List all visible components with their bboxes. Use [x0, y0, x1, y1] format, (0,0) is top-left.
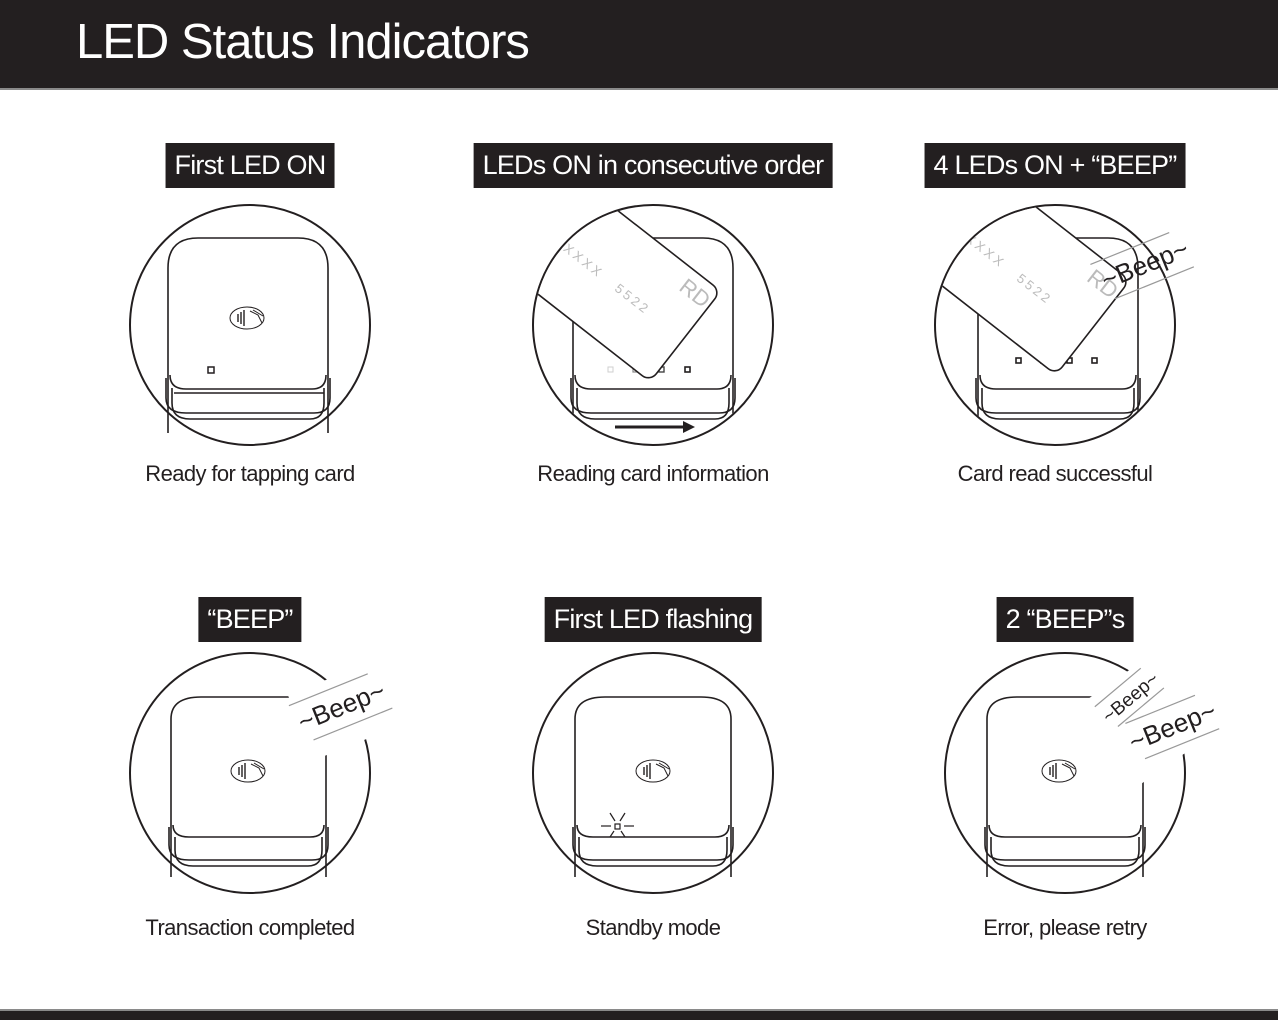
- panel-4-leds-beep: 4 LEDs ON + “BEEP” RD XXXX 5522 ~B: [845, 143, 1265, 523]
- contactless-tap-icon: [1041, 759, 1077, 783]
- card-reader-device: [165, 237, 331, 433]
- status-tag: First LED ON: [165, 143, 335, 188]
- panel-first-led-on: First LED ON Ready for tapping card: [40, 143, 460, 523]
- contactless-tap-icon: [230, 759, 266, 783]
- page-title: LED Status Indicators: [76, 15, 530, 69]
- status-caption: Reading card information: [537, 461, 769, 486]
- status-tag: “BEEP”: [198, 597, 302, 642]
- arrow-right-icon: [615, 421, 695, 433]
- page-header: LED Status Indicators: [0, 0, 1278, 90]
- panel-first-led-flashing: First LED flashing Standby mode: [443, 597, 863, 977]
- led-4-on: [1091, 357, 1098, 364]
- status-caption: Card read successful: [957, 461, 1153, 486]
- card-reader-illustration: ~Beep~: [129, 652, 398, 894]
- page-footer-bar: [0, 1009, 1278, 1020]
- card-reader-illustration: ~Beep~ ~Beep~: [944, 647, 1240, 894]
- payment-card: RD XXXX 5522: [534, 206, 718, 379]
- card-reader-illustration: RD XXXX 5522: [532, 204, 774, 446]
- status-caption: Transaction completed: [145, 915, 355, 940]
- panel-beep: “BEEP” ~Beep~ Transaction completed: [40, 597, 460, 977]
- status-caption: Standby mode: [585, 915, 721, 940]
- led-4: [684, 366, 691, 373]
- contactless-tap-icon: [229, 306, 265, 330]
- led-1-on: [1015, 357, 1022, 364]
- status-caption: Error, please retry: [983, 915, 1147, 940]
- sound-beep-icon: ~Beep~: [1090, 232, 1195, 300]
- status-caption: Ready for tapping card: [145, 461, 355, 486]
- card-reader-illustration: [129, 204, 371, 446]
- status-tag: First LED flashing: [544, 597, 762, 642]
- led-1-on: [207, 366, 215, 374]
- card-reader-illustration: [532, 652, 774, 894]
- led-flash-icon: [601, 812, 634, 838]
- card-reader-illustration: RD XXXX 5522 ~Beep~: [934, 204, 1195, 446]
- panel-two-beeps: 2 “BEEP”s ~Beep~ ~Beep~ Error, please re…: [855, 597, 1275, 977]
- status-tag: LEDs ON in consecutive order: [473, 143, 833, 188]
- led-1: [607, 366, 614, 373]
- panel-leds-consecutive: LEDs ON in consecutive order RD XXXX 552…: [443, 143, 863, 523]
- status-tag: 4 LEDs ON + “BEEP”: [924, 143, 1186, 188]
- contactless-tap-icon: [635, 759, 671, 783]
- status-tag: 2 “BEEP”s: [996, 597, 1134, 642]
